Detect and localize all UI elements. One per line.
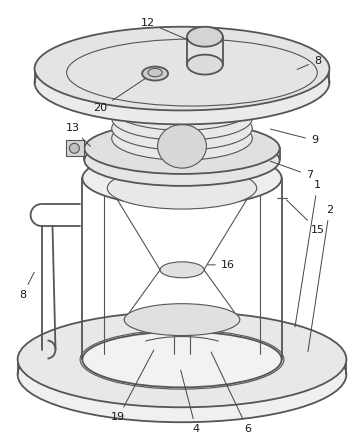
Ellipse shape (160, 262, 204, 278)
Ellipse shape (112, 87, 252, 130)
Text: 7: 7 (270, 161, 313, 180)
Ellipse shape (82, 150, 282, 206)
Ellipse shape (84, 135, 280, 186)
Ellipse shape (124, 304, 240, 335)
Text: 9: 9 (270, 129, 318, 145)
Text: 8: 8 (297, 56, 321, 70)
Ellipse shape (187, 54, 223, 74)
Text: 15: 15 (286, 200, 324, 235)
Ellipse shape (148, 68, 162, 77)
Ellipse shape (84, 123, 280, 174)
Ellipse shape (17, 326, 347, 422)
Text: 20: 20 (93, 78, 146, 113)
Ellipse shape (107, 167, 257, 209)
Text: 19: 19 (111, 350, 154, 422)
Ellipse shape (112, 107, 252, 150)
Text: 16: 16 (208, 260, 235, 270)
Ellipse shape (187, 27, 223, 47)
Ellipse shape (17, 312, 347, 407)
FancyBboxPatch shape (67, 140, 84, 156)
Text: 8: 8 (19, 272, 34, 300)
Text: 12: 12 (141, 18, 187, 39)
Ellipse shape (35, 27, 329, 110)
Ellipse shape (82, 331, 282, 387)
Text: 6: 6 (211, 352, 251, 434)
Ellipse shape (112, 117, 252, 160)
Text: 4: 4 (181, 370, 199, 434)
Ellipse shape (158, 124, 206, 168)
Ellipse shape (142, 66, 168, 81)
Ellipse shape (35, 41, 329, 124)
Ellipse shape (70, 143, 79, 153)
Ellipse shape (112, 97, 252, 140)
Text: 1: 1 (295, 180, 321, 327)
Text: 2: 2 (308, 205, 333, 352)
Text: 13: 13 (66, 123, 90, 146)
